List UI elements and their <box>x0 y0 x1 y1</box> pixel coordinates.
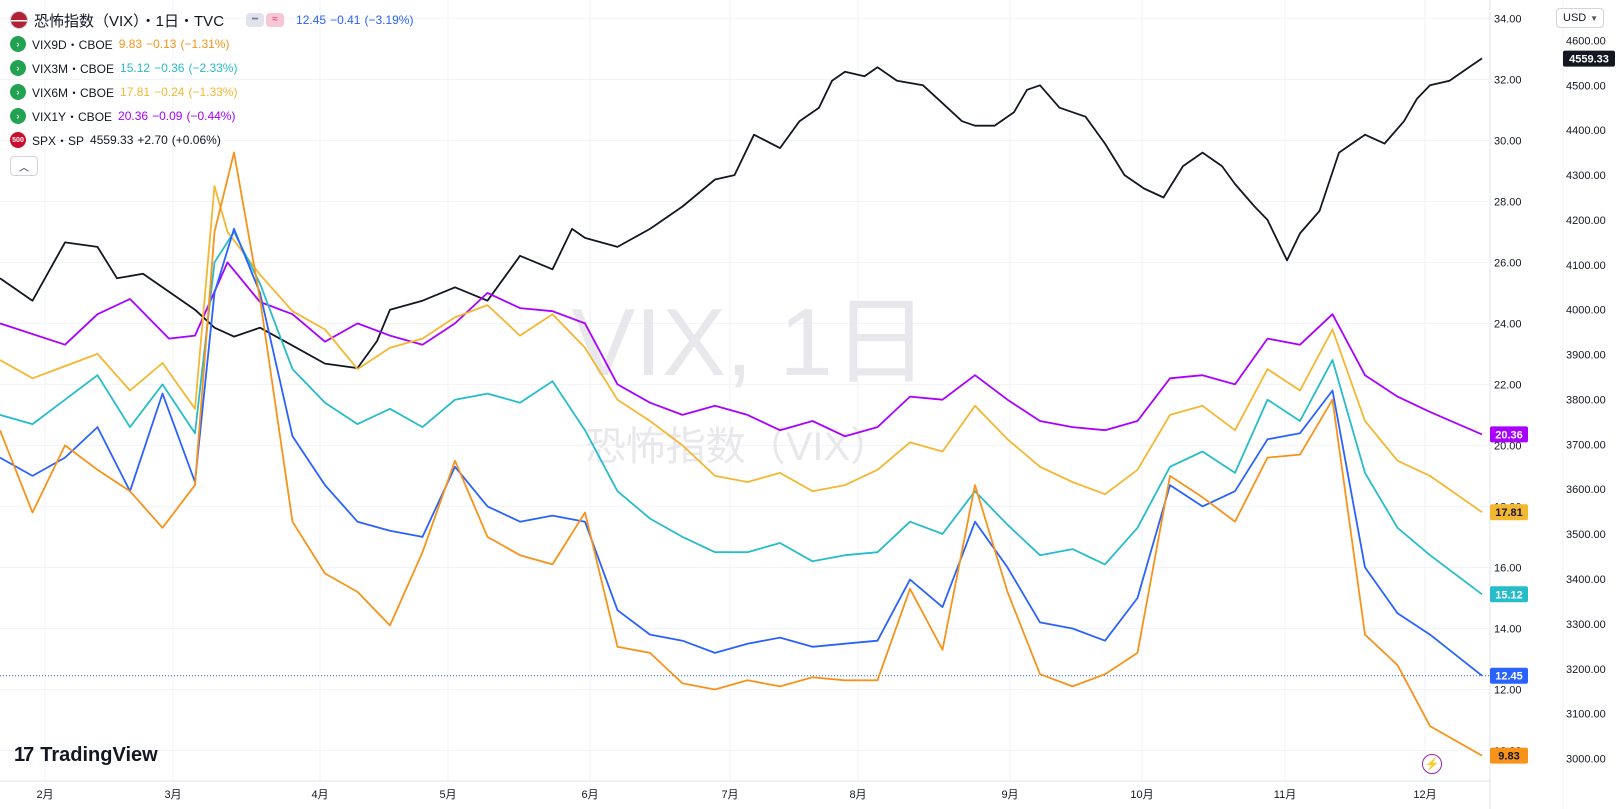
y-left-tick-label: 16.00 <box>1494 562 1522 574</box>
x-tick-label: 4月 <box>311 789 328 801</box>
y-right-tick-label: 3100.00 <box>1566 709 1606 721</box>
x-tick-label: 8月 <box>849 789 866 801</box>
legend-item-vix3m[interactable]: › VIX3M・CBOE 15.12 −0.36 (−2.33%) <box>10 56 417 80</box>
x-tick-label: 11月 <box>1274 789 1296 801</box>
y-right-tick-label: 4000.00 <box>1566 305 1606 317</box>
y-right-tick-label: 3900.00 <box>1566 350 1606 362</box>
price-label-text: 17.81 <box>1495 507 1523 519</box>
price-label: 4559.33 <box>1563 50 1615 67</box>
tv-logo-icon: 17 <box>14 744 34 766</box>
price-labels: 4559.33 20.36 17.81 15.12 12.45 9.83 <box>1490 50 1615 764</box>
y-right-tick-label: 3300.00 <box>1566 619 1606 631</box>
minus-icon[interactable]: ━ <box>246 13 265 27</box>
visibility-toggle[interactable]: ━ ≈ <box>246 13 285 27</box>
watermark: VIX, 1日 恐怖指数（VIX） <box>571 289 928 469</box>
us-flag-icon <box>10 11 28 29</box>
y-right-tick-label: 3400.00 <box>1566 574 1606 586</box>
price-label-text: 20.36 <box>1495 429 1523 441</box>
y-left-tick-label: 28.00 <box>1494 196 1522 208</box>
y-right-tick-label: 4500.00 <box>1566 80 1606 92</box>
legend-item-vix6m[interactable]: › VIX6M・CBOE 17.81 −0.24 (−1.33%) <box>10 80 417 104</box>
x-tick-label: 10月 <box>1130 789 1153 801</box>
price-label: 20.36 <box>1490 426 1528 443</box>
y-left-tick-label: 14.00 <box>1494 623 1522 635</box>
y-left-tick-label: 22.00 <box>1494 379 1522 391</box>
y-right-tick-label: 4400.00 <box>1566 125 1606 137</box>
y-right-tick-label: 4300.00 <box>1566 170 1606 182</box>
series-line-vix3m[interactable] <box>0 231 1483 596</box>
x-tick-label: 6月 <box>581 789 598 801</box>
y-left-tick-label: 30.00 <box>1494 135 1522 147</box>
watermark-big: VIX, 1日 <box>571 289 928 396</box>
grid-lines <box>0 0 1490 781</box>
series-line-spx[interactable] <box>0 57 1483 369</box>
settings-wave-icon[interactable]: ≈ <box>266 13 285 27</box>
lightning-icon[interactable]: ⚡ <box>1422 754 1442 774</box>
chevron-down-icon: ▼ <box>1590 13 1598 23</box>
legend-main[interactable]: 恐怖指数（VIX）・1日・TVC ━ ≈ 12.45 −0.41 (−3.19%) <box>10 8 417 32</box>
y-right-tick-label: 3000.00 <box>1566 754 1606 766</box>
x-tick-label: 2月 <box>36 789 53 801</box>
series-line-vix[interactable] <box>0 227 1483 677</box>
y-left-tick-label: 20.00 <box>1494 440 1522 452</box>
x-tick-label: 3月 <box>164 789 181 801</box>
chevron-up-icon: ︿ <box>19 162 29 174</box>
series-layer <box>0 57 1483 757</box>
collapse-legend-button[interactable]: ︿ <box>10 156 38 176</box>
main-title: 恐怖指数（VIX）・1日・TVC <box>34 12 225 30</box>
y-right-tick-label: 3500.00 <box>1566 529 1606 541</box>
time-axis-ticks: 2月 3月 4月 5月 6月 7月 8月 9月 10月 11月 12月 <box>36 789 1436 801</box>
price-label-text: 9.83 <box>1498 751 1519 763</box>
legend-item-vix9d[interactable]: › VIX9D・CBOE 9.83 −0.13 (−1.31%) <box>10 32 417 56</box>
y-left-tick-label: 34.00 <box>1494 13 1522 25</box>
y-left-tick-label: 24.00 <box>1494 318 1522 330</box>
y-right-tick-label: 4600.00 <box>1566 35 1606 47</box>
y-right-tick-label: 3200.00 <box>1566 664 1606 676</box>
cboe-icon: › <box>10 84 26 100</box>
y-left-tick-label: 26.00 <box>1494 257 1522 269</box>
series-line-vix6m[interactable] <box>0 185 1483 513</box>
cboe-icon: › <box>10 108 26 124</box>
price-label-text: 4559.33 <box>1569 54 1609 66</box>
y-right-tick-label: 3600.00 <box>1566 484 1606 496</box>
cboe-icon: › <box>10 36 26 52</box>
tradingview-logo[interactable]: 17 TradingView <box>14 744 158 766</box>
x-tick-label: 5月 <box>439 789 456 801</box>
y-right-tick-label: 3800.00 <box>1566 394 1606 406</box>
x-tick-label: 12月 <box>1413 789 1436 801</box>
y-left-tick-label: 32.00 <box>1494 74 1522 86</box>
x-tick-label: 9月 <box>1001 789 1018 801</box>
series-line-vix1y[interactable] <box>0 261 1483 438</box>
legend-item-vix1y[interactable]: › VIX1Y・CBOE 20.36 −0.09 (−0.44%) <box>10 104 417 128</box>
y-left-tick-label: 12.00 <box>1494 684 1522 696</box>
sp500-badge-icon: 500 <box>10 132 26 148</box>
series-line-vix9d[interactable] <box>0 151 1483 757</box>
price-label: 15.12 <box>1490 586 1528 603</box>
price-label-text: 15.12 <box>1495 589 1523 601</box>
price-label-text: 12.45 <box>1495 671 1523 683</box>
price-label: 12.45 <box>1490 667 1528 684</box>
legend-item-spx[interactable]: 500 SPX・SP 4559.33 +2.70 (+0.06%) <box>10 128 417 152</box>
right-axis-ticks: 4600.00 4500.00 4400.00 4300.00 4200.00 4100.… <box>1566 35 1606 765</box>
x-tick-label: 7月 <box>721 789 738 801</box>
watermark-small: 恐怖指数（VIX） <box>586 425 890 469</box>
cboe-icon: › <box>10 60 26 76</box>
currency-select[interactable]: USD ▼ <box>1556 8 1604 28</box>
main-values: 12.45 −0.41 (−3.19%) <box>296 13 414 27</box>
price-label: 9.83 <box>1490 747 1528 764</box>
y-right-tick-label: 4100.00 <box>1566 260 1606 272</box>
price-label: 17.81 <box>1490 504 1528 521</box>
y-right-tick-label: 3700.00 <box>1566 439 1606 451</box>
legend: 恐怖指数（VIX）・1日・TVC ━ ≈ 12.45 −0.41 (−3.19%) … <box>10 8 417 176</box>
y-right-tick-label: 4200.00 <box>1566 215 1606 227</box>
